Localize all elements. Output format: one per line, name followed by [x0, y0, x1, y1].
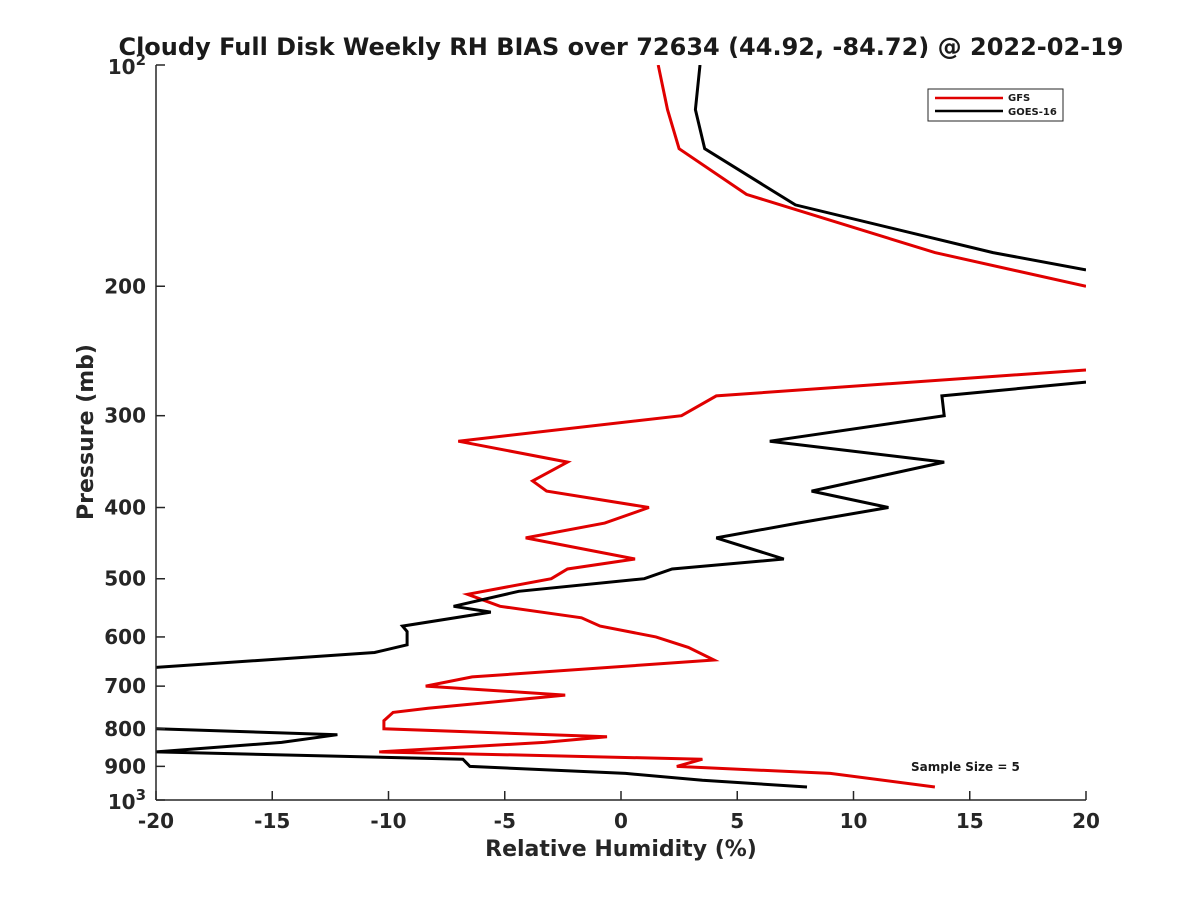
x-tick-label: 10: [840, 809, 868, 833]
plot-area: [156, 65, 1086, 789]
y-tick-label: 102: [108, 51, 146, 79]
axes: [155, 65, 1086, 801]
x-tick-label: -20: [138, 809, 174, 833]
series-line-goes16-0: [693, 65, 1086, 272]
y-axis-ticks: 102 200 300 400 500 600 700 800 900 103: [104, 51, 165, 814]
y-tick-label: 200: [104, 274, 146, 298]
sample-size-annotation: Sample Size = 5: [911, 760, 1020, 774]
x-tick-label: -10: [370, 809, 406, 833]
x-tick-label: -15: [254, 809, 290, 833]
series-line-gfs-1: [379, 368, 1086, 789]
series-line-gfs-0: [656, 65, 1086, 288]
y-tick-label: 500: [104, 567, 146, 591]
x-axis-ticks: -20 -15 -10 -5 0 5 10 15 20: [138, 791, 1100, 833]
y-tick-label: 400: [104, 496, 146, 520]
legend-label-goes16: GOES-16: [1008, 107, 1057, 118]
series-line-goes16-1: [156, 380, 1086, 669]
x-tick-label: 15: [956, 809, 984, 833]
x-tick-label: 5: [730, 809, 744, 833]
y-axis-label: Pressure (mb): [74, 344, 99, 520]
x-axis-label: Relative Humidity (%): [485, 837, 757, 862]
y-tick-label: 700: [104, 674, 146, 698]
series-line-goes16-2: [156, 727, 808, 789]
legend-label-gfs: GFS: [1008, 93, 1030, 104]
y-tick-label: 900: [104, 754, 146, 778]
y-tick-label: 300: [104, 404, 146, 428]
x-tick-label: 20: [1072, 809, 1100, 833]
x-tick-label: 0: [614, 809, 628, 833]
y-tick-label: 600: [104, 625, 146, 649]
legend: GFS GOES-16: [927, 88, 1064, 122]
y-tick-label: 800: [104, 717, 146, 741]
y-tick-label: 103: [108, 786, 146, 814]
x-tick-label: -5: [494, 809, 516, 833]
legend-box: [927, 88, 1064, 122]
chart-title: Cloudy Full Disk Weekly RH BIAS over 726…: [118, 33, 1123, 61]
